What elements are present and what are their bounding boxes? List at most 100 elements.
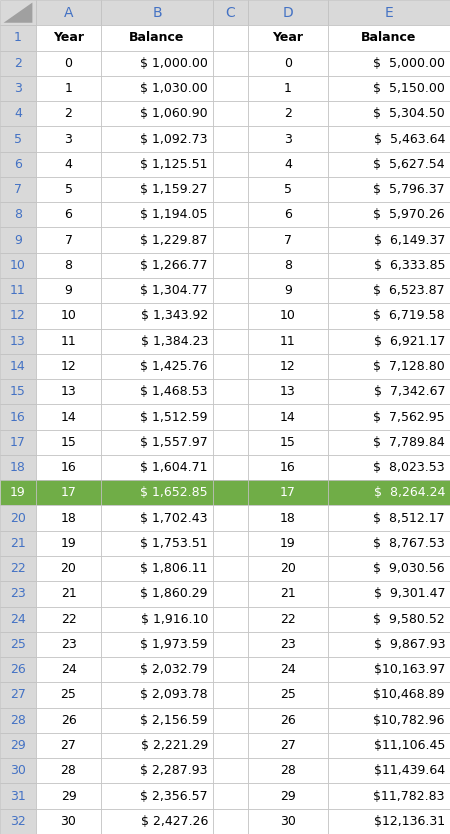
Bar: [328, 809, 450, 834]
Bar: [36, 505, 101, 530]
Text: $ 1,753.51: $ 1,753.51: [140, 537, 208, 550]
Bar: [213, 379, 248, 404]
Text: 11: 11: [61, 334, 77, 348]
Text: 23: 23: [10, 587, 26, 600]
Bar: [328, 632, 450, 657]
Text: $ 1,229.87: $ 1,229.87: [140, 234, 208, 247]
Text: $  5,970.26: $ 5,970.26: [374, 208, 445, 221]
Bar: [36, 581, 101, 606]
Bar: [0, 530, 36, 556]
Bar: [0, 76, 36, 101]
Text: 11: 11: [10, 284, 26, 297]
Bar: [0, 632, 36, 657]
Bar: [213, 556, 248, 581]
Text: 6: 6: [64, 208, 72, 221]
Bar: [248, 253, 328, 278]
Bar: [248, 480, 328, 505]
Text: 7: 7: [64, 234, 72, 247]
Bar: [101, 51, 213, 76]
Bar: [328, 733, 450, 758]
Bar: [36, 758, 101, 783]
Text: 23: 23: [61, 638, 77, 651]
Bar: [328, 480, 450, 505]
Bar: [0, 177, 36, 202]
Text: E: E: [385, 6, 393, 20]
Bar: [36, 682, 101, 707]
Text: $  9,867.93: $ 9,867.93: [374, 638, 445, 651]
Text: 16: 16: [61, 461, 77, 474]
Bar: [213, 758, 248, 783]
Text: $ 1,194.05: $ 1,194.05: [140, 208, 208, 221]
Bar: [101, 783, 213, 809]
Bar: [101, 733, 213, 758]
Text: 17: 17: [61, 486, 77, 500]
Text: $  9,030.56: $ 9,030.56: [374, 562, 445, 575]
Bar: [328, 329, 450, 354]
Bar: [248, 783, 328, 809]
Bar: [0, 329, 36, 354]
Bar: [213, 809, 248, 834]
Text: 13: 13: [10, 334, 26, 348]
Bar: [328, 530, 450, 556]
Bar: [248, 202, 328, 228]
Bar: [36, 530, 101, 556]
Text: $ 1,343.92: $ 1,343.92: [141, 309, 208, 323]
Text: 17: 17: [10, 436, 26, 449]
Bar: [101, 202, 213, 228]
Text: 3: 3: [14, 82, 22, 95]
Text: 9: 9: [284, 284, 292, 297]
Bar: [0, 733, 36, 758]
Text: $ 1,860.29: $ 1,860.29: [140, 587, 208, 600]
Bar: [328, 430, 450, 455]
Text: 18: 18: [280, 511, 296, 525]
Bar: [101, 505, 213, 530]
Text: 14: 14: [61, 410, 77, 424]
Text: 3: 3: [284, 133, 292, 145]
Bar: [248, 430, 328, 455]
Bar: [328, 354, 450, 379]
Bar: [213, 329, 248, 354]
Bar: [213, 430, 248, 455]
Bar: [328, 51, 450, 76]
Bar: [213, 682, 248, 707]
Text: 29: 29: [61, 790, 77, 802]
Text: 4: 4: [64, 158, 72, 171]
Bar: [0, 101, 36, 127]
Bar: [101, 253, 213, 278]
Bar: [36, 809, 101, 834]
Bar: [36, 733, 101, 758]
Bar: [328, 0, 450, 25]
Text: 20: 20: [280, 562, 296, 575]
Bar: [328, 76, 450, 101]
Text: 4: 4: [284, 158, 292, 171]
Bar: [0, 25, 36, 51]
Text: $  8,512.17: $ 8,512.17: [374, 511, 445, 525]
Text: 12: 12: [280, 360, 296, 373]
Text: 26: 26: [280, 714, 296, 726]
Text: 10: 10: [61, 309, 77, 323]
Bar: [0, 0, 36, 25]
Bar: [328, 101, 450, 127]
Bar: [0, 682, 36, 707]
Text: $ 1,159.27: $ 1,159.27: [140, 183, 208, 196]
Text: 21: 21: [10, 537, 26, 550]
Bar: [328, 758, 450, 783]
Bar: [101, 581, 213, 606]
Text: 30: 30: [10, 764, 26, 777]
Text: 0: 0: [64, 57, 72, 70]
Text: 25: 25: [280, 689, 296, 701]
Bar: [248, 404, 328, 430]
Text: 29: 29: [280, 790, 296, 802]
Bar: [36, 783, 101, 809]
Bar: [36, 253, 101, 278]
Text: 13: 13: [61, 385, 77, 398]
Bar: [248, 278, 328, 304]
Text: 24: 24: [10, 613, 26, 626]
Text: 2: 2: [64, 108, 72, 120]
Bar: [248, 632, 328, 657]
Bar: [328, 127, 450, 152]
Text: $ 2,287.93: $ 2,287.93: [140, 764, 208, 777]
Bar: [248, 606, 328, 632]
Bar: [36, 632, 101, 657]
Text: $  6,719.58: $ 6,719.58: [374, 309, 445, 323]
